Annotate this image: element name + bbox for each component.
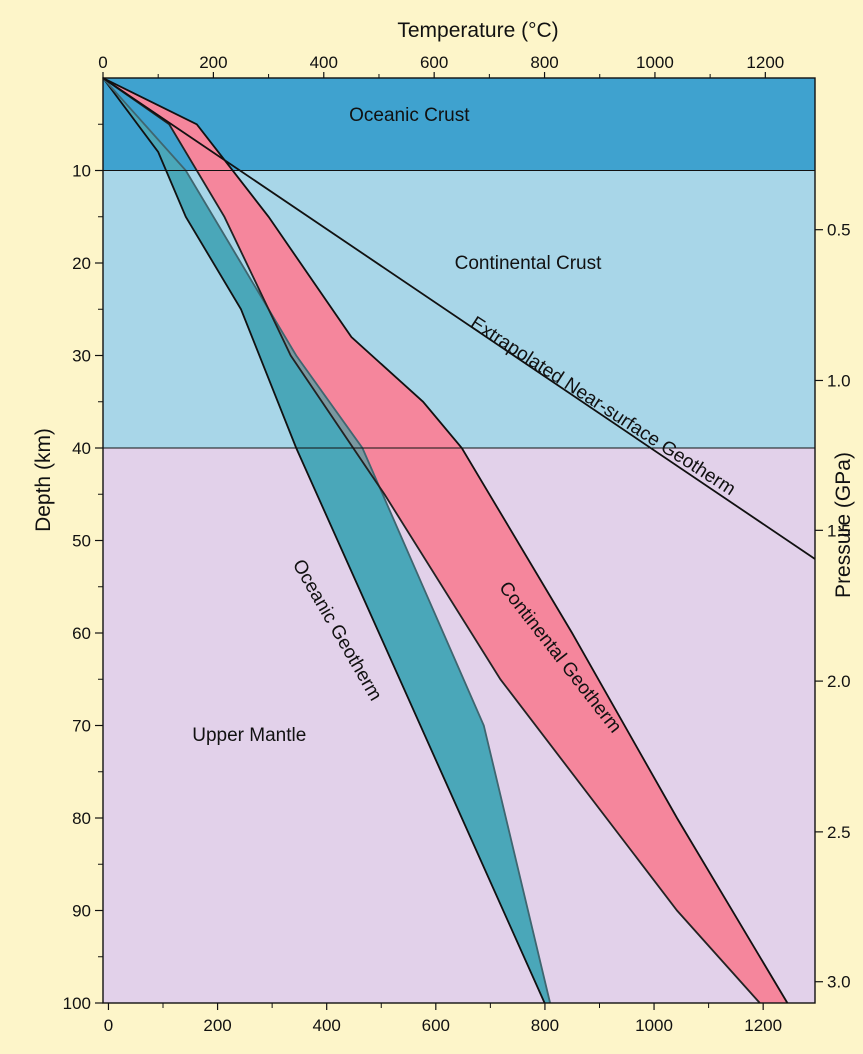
bottom-tick-label-800: 800: [531, 1016, 559, 1035]
geotherm-lines: [102, 77, 816, 1004]
line-extrapolated-near-surface-geotherm: [102, 77, 816, 560]
right-tick-label-2.5: 2.5: [827, 823, 851, 842]
line-oceanic-geotherm-left: [102, 77, 546, 1004]
top-tick-label-0: 0: [98, 53, 107, 72]
left-tick-label-50: 50: [72, 532, 91, 551]
left-tick-label-40: 40: [72, 439, 91, 458]
top-tick-label-400: 400: [310, 53, 338, 72]
right-tick-label-2.0: 2.0: [827, 672, 851, 691]
right-tick-label-3.0: 3.0: [827, 973, 851, 992]
line-continental-geotherm-left: [102, 77, 761, 1004]
right-tick-label-0.5: 0.5: [827, 221, 851, 240]
top-tick-label-600: 600: [420, 53, 448, 72]
bottom-tick-label-1200: 1200: [744, 1016, 782, 1035]
top-tick-label-1200: 1200: [746, 53, 784, 72]
right-tick-label-1.5: 1.5: [827, 521, 851, 540]
left-tick-label-100: 100: [63, 994, 91, 1013]
left-axis-title: Depth (km): [32, 428, 55, 532]
left-tick-label-30: 30: [72, 347, 91, 366]
left-tick-label-90: 90: [72, 902, 91, 921]
left-tick-label-80: 80: [72, 809, 91, 828]
left-tick-label-60: 60: [72, 624, 91, 643]
left-tick-label-20: 20: [72, 254, 91, 273]
bottom-tick-label-0: 0: [104, 1016, 113, 1035]
band-oceanic-geotherm: [103, 78, 551, 1003]
top-tick-label-800: 800: [530, 53, 558, 72]
bottom-tick-label-200: 200: [203, 1016, 231, 1035]
top-axis-title: Temperature (°C): [397, 19, 558, 42]
bottom-tick-label-600: 600: [422, 1016, 450, 1035]
label-oceanic-crust: Oceanic Crust: [349, 105, 470, 126]
left-tick-label-70: 70: [72, 717, 91, 736]
band-continental-geotherm: [103, 78, 788, 1003]
region-continental-crust: [103, 170, 815, 448]
tick-marks: [95, 72, 823, 1010]
line-oceanic-geotherm-right: [102, 77, 551, 1004]
label-continental-crust: Continental Crust: [455, 253, 603, 274]
top-tick-label-1000: 1000: [636, 53, 674, 72]
geotherm-bands: [103, 78, 788, 1003]
left-tick-label-10: 10: [72, 162, 91, 181]
right-tick-label-1.0: 1.0: [827, 371, 851, 390]
label-upper-mantle: Upper Mantle: [192, 725, 306, 746]
region-boundaries: [103, 169, 815, 449]
bottom-tick-label-1000: 1000: [635, 1016, 673, 1035]
tick-labels: 0 200 400 600 800 1000 1200 0 200 400 600 800 1000 12…: [63, 53, 851, 1035]
bottom-tick-label-400: 400: [313, 1016, 341, 1035]
top-tick-label-200: 200: [199, 53, 227, 72]
right-axis-title: Pressure (GPa): [832, 452, 855, 598]
